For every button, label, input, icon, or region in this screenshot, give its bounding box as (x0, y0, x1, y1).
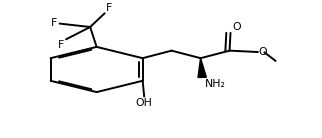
Text: F: F (58, 40, 64, 50)
Text: NH₂: NH₂ (205, 79, 226, 89)
Text: O: O (259, 47, 268, 57)
Text: O: O (232, 22, 241, 32)
Text: F: F (106, 3, 112, 13)
Text: F: F (51, 18, 57, 28)
Text: OH: OH (136, 98, 153, 108)
Polygon shape (198, 58, 206, 77)
